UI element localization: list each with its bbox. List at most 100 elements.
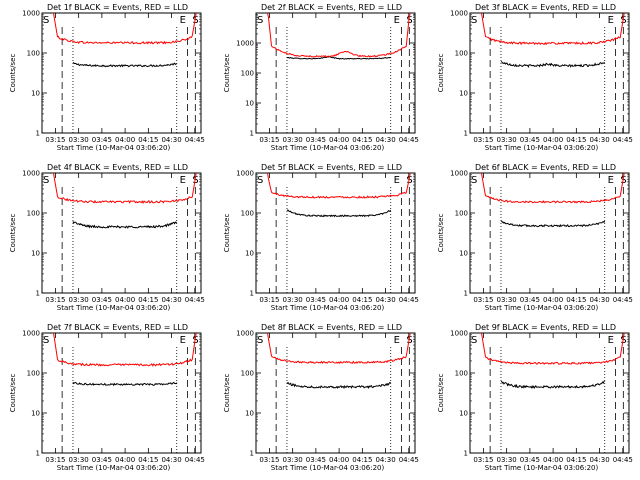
x-tick-label: 03:45 <box>306 456 326 464</box>
x-tick-label: 03:45 <box>520 456 540 464</box>
x-tick-label: 04:45 <box>185 456 205 464</box>
saa-start-marker: S <box>43 15 49 26</box>
lld-series-line <box>267 172 411 199</box>
x-tick-label: 03:30 <box>283 296 303 304</box>
x-axis-label: Start Time (10-Mar-04 03:06:20) <box>57 304 171 312</box>
y-tick-label: 100 <box>455 210 468 218</box>
plot-frame <box>41 332 202 454</box>
x-tick-label: 03:30 <box>497 296 517 304</box>
y-tick-label: 1 <box>464 130 468 138</box>
y-tick-label: 1000 <box>22 330 40 338</box>
y-tick-label: 100 <box>241 370 254 378</box>
y-tick-label: 1000 <box>236 330 254 338</box>
y-axis-label: Counts/sec <box>9 214 17 253</box>
x-tick-label: 04:45 <box>399 136 419 144</box>
x-axis-label: Start Time (10-Mar-04 03:06:20) <box>485 304 599 312</box>
saa-start-marker: S <box>471 175 477 186</box>
x-tick-label: 04:00 <box>115 296 135 304</box>
x-tick-label: 04:00 <box>329 456 349 464</box>
events-series-line <box>72 381 178 387</box>
x-tick-label: 03:15 <box>259 296 279 304</box>
x-tick-label: 03:45 <box>92 456 112 464</box>
x-tick-label: 03:45 <box>520 296 540 304</box>
x-tick-label: 03:15 <box>473 296 493 304</box>
x-tick-label: 03:45 <box>92 136 112 144</box>
x-tick-label: 04:30 <box>161 296 181 304</box>
y-tick-label: 10 <box>459 250 468 258</box>
y-tick-label: 100 <box>241 210 254 218</box>
y-tick-label: 10 <box>245 250 254 258</box>
panel-3: Det 3f BLACK = Events, RED = LLD 1 10 100 10… <box>437 3 633 152</box>
y-tick-label: 1000 <box>236 170 254 178</box>
y-tick-label: 1 <box>250 290 254 298</box>
y-tick-label: 1 <box>250 450 254 458</box>
lld-series-line <box>267 12 411 58</box>
eclipse-marker: E <box>180 15 186 26</box>
x-tick-label: 04:00 <box>329 296 349 304</box>
x-tick-label: 04:45 <box>185 296 205 304</box>
y-tick-label: 10 <box>31 250 40 258</box>
saa-end-marker: S <box>620 335 626 346</box>
y-tick-label: 1 <box>36 290 40 298</box>
x-axis-label: Start Time (10-Mar-04 03:06:20) <box>271 464 385 472</box>
y-tick-label: 10 <box>245 410 254 418</box>
saa-end-marker: S <box>406 15 412 26</box>
lld-series-line <box>53 12 197 45</box>
plot-frame <box>255 12 416 134</box>
lld-series-line <box>481 172 625 204</box>
x-tick-label: 03:30 <box>69 296 89 304</box>
saa-start-marker: S <box>43 175 49 186</box>
x-tick-label: 04:45 <box>613 456 633 464</box>
panel-title: Det 9f BLACK = Events, RED = LLD <box>475 323 616 332</box>
y-tick-label: 100 <box>27 50 40 58</box>
eclipse-marker: E <box>394 175 400 186</box>
y-axis-label: Counts/sec <box>437 54 445 93</box>
saa-end-marker: S <box>620 175 626 186</box>
y-axis-label: Counts/sec <box>223 54 231 93</box>
y-tick-label: 100 <box>27 210 40 218</box>
saa-end-marker: S <box>620 15 626 26</box>
x-tick-label: 03:15 <box>473 136 493 144</box>
y-tick-label: 1 <box>464 450 468 458</box>
plot-frame <box>469 172 630 294</box>
events-series-line <box>500 61 605 69</box>
events-series-line <box>72 62 177 68</box>
events-series-line <box>286 55 391 60</box>
panel-title: Det 8f BLACK = Events, RED = LLD <box>261 323 402 332</box>
eclipse-marker: E <box>180 175 186 186</box>
panel-title: Det 6f BLACK = Events, RED = LLD <box>475 163 616 172</box>
x-tick-label: 03:30 <box>497 136 517 144</box>
x-axis-label: Start Time (10-Mar-04 03:06:20) <box>57 464 171 472</box>
y-axis-label: Counts/sec <box>437 214 445 253</box>
x-tick-label: 04:15 <box>352 296 372 304</box>
panel-2: Det 2f BLACK = Events, RED = LLD 1 10 100 10… <box>223 3 419 152</box>
panel-4: Det 4f BLACK = Events, RED = LLD 1 10 100 10… <box>9 163 205 312</box>
panel-1: Det 1f BLACK = Events, RED = LLD 1 10 100 10… <box>9 3 205 152</box>
y-tick-label: 10 <box>459 410 468 418</box>
eclipse-marker: E <box>180 335 186 346</box>
x-tick-label: 03:45 <box>306 136 326 144</box>
panel-5: Det 5f BLACK = Events, RED = LLD 1 10 100 10… <box>223 163 419 312</box>
plot-frame <box>255 172 416 294</box>
events-series-line <box>72 221 178 229</box>
x-tick-label: 03:15 <box>259 456 279 464</box>
y-axis-label: Counts/sec <box>9 374 17 413</box>
x-tick-label: 04:15 <box>566 456 586 464</box>
y-axis-label: Counts/sec <box>223 214 231 253</box>
y-tick-label: 10 <box>31 90 40 98</box>
y-axis-label: Counts/sec <box>9 54 17 93</box>
x-tick-label: 03:30 <box>69 136 89 144</box>
y-tick-label: 1000 <box>22 170 40 178</box>
lld-series-line <box>481 12 625 46</box>
x-tick-label: 03:45 <box>92 296 112 304</box>
plot-frame <box>469 332 630 454</box>
events-series-line <box>500 220 606 228</box>
saa-start-marker: S <box>257 335 263 346</box>
x-tick-label: 04:00 <box>115 456 135 464</box>
x-axis-label: Start Time (10-Mar-04 03:06:20) <box>485 144 599 152</box>
x-tick-label: 03:30 <box>69 456 89 464</box>
plot-frame <box>469 12 630 134</box>
y-tick-label: 1000 <box>236 40 254 48</box>
x-tick-label: 04:30 <box>161 136 181 144</box>
